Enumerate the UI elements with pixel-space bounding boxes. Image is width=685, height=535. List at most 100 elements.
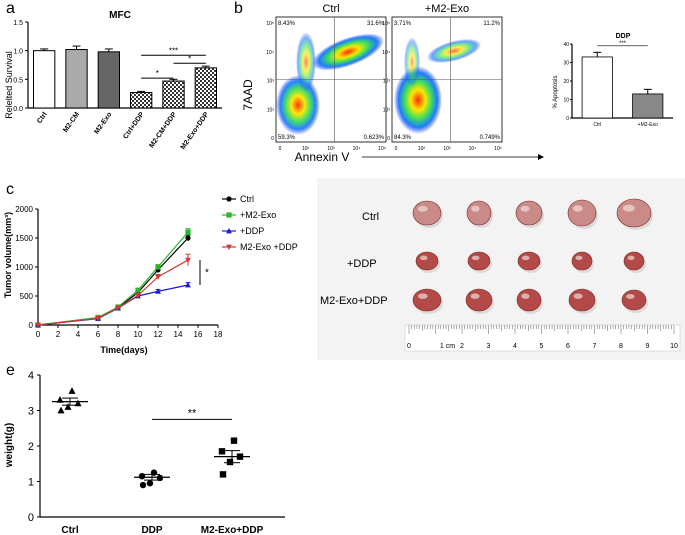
y-tick-label: 0 <box>28 512 34 524</box>
series-line <box>37 259 189 326</box>
panel-label-b: b <box>234 0 243 17</box>
legend-marker <box>226 212 232 218</box>
bar <box>97 51 121 109</box>
density-trail <box>296 32 316 92</box>
tumor <box>568 288 596 312</box>
y-tick-label: 10 <box>563 98 569 104</box>
y-tick-label: 0 <box>29 321 34 330</box>
density-live <box>276 75 320 135</box>
legend-label: Ctrl <box>240 194 254 204</box>
tumor-photo: Ctrl +DDP M2-Exo+DDP 0 1 cm 2 3 4 5 6 7 8 9 10 <box>317 178 685 360</box>
photo-row-label-ctrl: Ctrl <box>362 211 379 223</box>
tumor-highlight <box>521 255 530 261</box>
x-tick-label: M2-CM+DDP <box>148 111 178 150</box>
x-tick-label: Ctrl <box>36 111 49 125</box>
chart-a: MFC Relelted Survival 0.0 0.5 1.0 1.5 Ctrl M2… <box>4 10 222 151</box>
series-line <box>37 231 189 326</box>
y-tick-label: 0.5 <box>13 77 23 84</box>
significance-label: * <box>188 54 191 63</box>
bar <box>194 67 218 109</box>
quadrant-ul: 8.43% <box>278 21 296 27</box>
x-tick-label: M2-Exo+DDP <box>180 111 211 151</box>
tumor <box>467 251 491 271</box>
data-point <box>135 287 141 293</box>
chart-c-ylabel: Tumor volume(mm³) <box>3 212 13 298</box>
flow-xlabel: Annexin V <box>295 150 350 164</box>
data-point <box>185 281 191 288</box>
tumor <box>621 289 647 311</box>
tumor <box>415 251 439 271</box>
y-tick-label: 1 <box>28 477 34 489</box>
y-tick-label: 0.0 <box>13 106 23 113</box>
tumor <box>515 200 543 226</box>
tumor-highlight <box>520 205 530 212</box>
data-point <box>139 481 147 489</box>
y-tick-label: 30 <box>563 61 569 67</box>
panel-label-e: e <box>6 362 15 379</box>
data-point <box>155 288 161 294</box>
flow-x-tick: 10³ <box>443 146 451 152</box>
significance-label: *** <box>169 46 178 55</box>
quadrant-ll: 59.3% <box>278 135 296 141</box>
tumor-highlight <box>521 293 530 299</box>
chart-b-bar: DDP % Apoptosis 0 10 20 30 40 Ctrl +M2-Exo *** <box>553 33 673 128</box>
photo-row-label-ddp: +DDP <box>347 258 377 270</box>
data-point <box>74 399 82 407</box>
data-point <box>95 315 101 322</box>
ruler-label: 2 <box>460 343 464 350</box>
tumor-highlight <box>626 294 635 299</box>
bar <box>632 93 664 119</box>
x-tick-label: DDP <box>141 525 162 535</box>
y-tick-label: 1500 <box>15 234 33 243</box>
flow-y-tick: 0 <box>271 136 274 142</box>
quadrant-ll: 84.3% <box>394 135 412 141</box>
x-tick-label: M2-Exo <box>93 111 113 135</box>
density-live <box>394 66 442 134</box>
flow-y-tick: 10⁵ <box>266 21 274 27</box>
x-tick-label: Ctrl <box>593 122 601 128</box>
y-tick-label: 1.0 <box>13 49 23 56</box>
tumor-highlight <box>470 293 480 299</box>
flow-y-tick: 10⁵ <box>382 21 390 27</box>
data-point <box>35 322 41 329</box>
x-tick-label: Ctrl <box>61 525 78 535</box>
flow-x-tick: 10² <box>302 146 310 152</box>
y-tick-label: 500 <box>20 292 34 301</box>
data-point <box>64 403 72 410</box>
density-late <box>311 33 385 71</box>
flow-y-tick: 10² <box>267 107 275 113</box>
bar <box>581 56 613 119</box>
x-tick-label: Ctrl+DDP <box>122 111 146 141</box>
tumor <box>616 198 652 228</box>
flow-x-tick: 10³ <box>327 146 335 152</box>
legend-label: +DDP <box>240 226 264 236</box>
bar <box>162 80 185 109</box>
legend-label: +M2-Exo <box>240 210 276 220</box>
y-tick-label: 1000 <box>15 263 33 272</box>
ruler-label: 0 <box>407 343 411 350</box>
x-tick-label: 12 <box>154 330 163 339</box>
quadrant-ur: 11.2% <box>483 21 500 27</box>
data-point <box>156 474 164 482</box>
flow-plots: 7AAD Annexin V Ctrl 8.43% 31.6% 59.3% 0.623%… <box>241 3 544 164</box>
legend-marker <box>226 196 232 202</box>
x-tick-label: 18 <box>214 330 223 339</box>
y-tick-label: 2000 <box>15 205 33 214</box>
tumor-highlight <box>471 255 480 261</box>
photo-row-label-m2exo-ddp: M2-Exo+DDP <box>320 295 388 307</box>
series-line <box>37 284 189 326</box>
chart-b-ylabel: % Apoptosis <box>553 75 559 108</box>
quadrant-lr: 0.749% <box>480 135 501 141</box>
x-tick-label: 10 <box>134 330 143 339</box>
bar <box>32 50 56 109</box>
x-tick-label: +M2-Exo <box>638 122 658 128</box>
flow-title: Ctrl <box>322 3 339 15</box>
quadrant-lr: 0.623% <box>364 135 385 141</box>
ruler-label: 7 <box>593 343 597 350</box>
x-tick-label: 4 <box>76 330 81 339</box>
x-tick-label: 2 <box>56 330 61 339</box>
y-tick-label: 2 <box>28 441 34 453</box>
flow-x-arrowhead <box>538 154 544 160</box>
flow-x-tick: 10⁵ <box>494 146 502 152</box>
flow-y-tick: 10³ <box>383 79 391 85</box>
